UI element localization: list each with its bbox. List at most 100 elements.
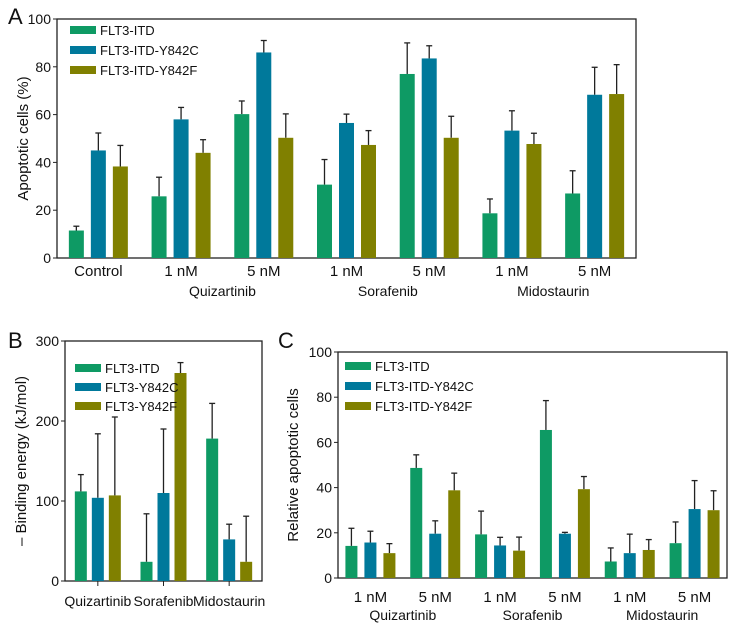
bar-flt3-itd-y842f (443, 137, 459, 258)
legend-label: FLT3-ITD-Y842F (100, 63, 197, 78)
legend-swatch (70, 66, 96, 74)
bar-flt3-itd (345, 545, 358, 578)
bar-flt3-itd-y842c (623, 553, 636, 578)
x-tick-label: Midostaurin (193, 593, 265, 609)
bar-flt3-itd-y842c (421, 58, 437, 259)
bar-flt3-itd (399, 73, 415, 258)
bar-flt3-itd-y842c (339, 122, 354, 258)
x-tick-label: 1 nM (330, 263, 363, 280)
x-tick-label: 1 nM (495, 263, 528, 280)
y-tick-label: 20 (316, 525, 332, 541)
y-tick-label: 60 (316, 434, 332, 450)
x-tick-label: 1 nM (164, 263, 197, 280)
bar-flt3-y842c (157, 493, 170, 581)
bar-flt3-itd-y842c (494, 545, 507, 578)
bar-flt3-itd-y842c (364, 542, 377, 578)
legend-swatch (345, 382, 371, 390)
bar-flt3-itd-y842f (577, 489, 590, 578)
y-tick-label: 100 (28, 11, 52, 27)
x-tick-label: 1 nM (354, 589, 387, 606)
legend-swatch (75, 402, 101, 410)
legend-label: FLT3-ITD (375, 359, 430, 374)
bar-flt3-itd-y842f (361, 144, 376, 258)
bar-flt3-y842f (174, 373, 187, 581)
panel-label-c: C (278, 328, 294, 353)
panel-label-b: B (8, 328, 23, 353)
group-label: Sorafenib (503, 607, 563, 623)
bar-flt3-y842c (223, 539, 236, 581)
x-tick-label: Control (74, 263, 122, 280)
bar-flt3-itd-y842c (558, 533, 571, 578)
legend-label: FLT3-ITD-Y842C (100, 43, 199, 58)
y-tick-label: 0 (43, 250, 51, 266)
y-tick-label: 0 (324, 570, 332, 586)
plot-frame (337, 351, 728, 579)
legend-label: FLT3-ITD (105, 361, 160, 376)
legend-swatch (345, 362, 371, 370)
y-axis-label: Apoptotic cells (%) (15, 76, 32, 200)
bar-flt3-itd (68, 230, 84, 258)
bar-flt3-itd-y842c (90, 150, 106, 258)
legend-swatch (75, 364, 101, 372)
group-label: Midostaurin (517, 283, 589, 299)
bar-flt3-itd-y842c (688, 509, 701, 578)
bar-flt3-itd-y842c (587, 94, 603, 258)
legend-swatch (70, 46, 96, 54)
bar-flt3-itd-y842f (513, 550, 526, 578)
bar-flt3-itd (669, 543, 682, 578)
bar-flt3-itd (475, 534, 488, 578)
bar-flt3-itd (317, 184, 332, 258)
bar-flt3-itd-y842f (112, 166, 128, 258)
bar-flt3-itd (482, 213, 498, 258)
y-tick-label: 200 (36, 413, 60, 429)
legend-label: FLT3-Y842F (105, 399, 177, 414)
bar-flt3-itd (140, 561, 153, 581)
bar-flt3-itd-y842f (609, 94, 625, 259)
panel-label-a: A (8, 4, 23, 29)
x-tick-label: 5 nM (413, 263, 446, 280)
y-tick-label: 60 (35, 107, 51, 123)
x-tick-label: Sorafenib (134, 593, 194, 609)
bar-flt3-itd (565, 193, 581, 258)
bar-flt3-itd-y842c (173, 119, 189, 258)
y-axis-label: – Binding energy (kJ/mol) (13, 376, 30, 546)
bar-flt3-itd-y842f (383, 553, 396, 578)
bar-flt3-y842f (240, 561, 253, 581)
x-tick-label: 5 nM (578, 263, 611, 280)
legend-label: FLT3-ITD-Y842F (375, 399, 472, 414)
y-tick-label: 100 (309, 344, 333, 360)
bar-flt3-itd (151, 196, 167, 258)
legend-label: FLT3-Y842C (105, 380, 178, 395)
y-tick-label: 40 (316, 480, 332, 496)
legend-label: FLT3-ITD-Y842C (375, 379, 474, 394)
x-tick-label: Quizartinib (64, 593, 131, 609)
bar-flt3-itd-y842f (707, 510, 720, 578)
y-axis-label: Relative apoptotic cells (285, 388, 302, 541)
bar-flt3-itd (539, 429, 552, 578)
group-label: Midostaurin (626, 607, 698, 623)
y-tick-label: 80 (316, 389, 332, 405)
bar-flt3-itd-y842f (448, 490, 461, 578)
x-tick-label: 5 nM (247, 263, 280, 280)
bar-flt3-y842f (108, 495, 121, 581)
bar-flt3-itd-y842f (278, 137, 294, 258)
bar-flt3-y842c (91, 497, 104, 581)
bar-flt3-itd (206, 438, 219, 581)
group-label: Quizartinib (369, 607, 436, 623)
legend-swatch (75, 383, 101, 391)
bar-flt3-itd-y842f (642, 549, 655, 578)
y-tick-label: 20 (35, 202, 51, 218)
bar-flt3-itd (234, 114, 250, 258)
bar-flt3-itd (74, 491, 87, 581)
x-tick-label: 1 nM (613, 589, 646, 606)
x-tick-label: 1 nM (483, 589, 516, 606)
y-tick-label: 100 (36, 493, 60, 509)
x-tick-label: 5 nM (678, 589, 711, 606)
legend-swatch (345, 402, 371, 410)
bar-flt3-itd-y842c (256, 52, 272, 259)
legend-label: FLT3-ITD (100, 23, 155, 38)
bar-flt3-itd-y842f (526, 143, 542, 258)
x-tick-label: 5 nM (419, 589, 452, 606)
